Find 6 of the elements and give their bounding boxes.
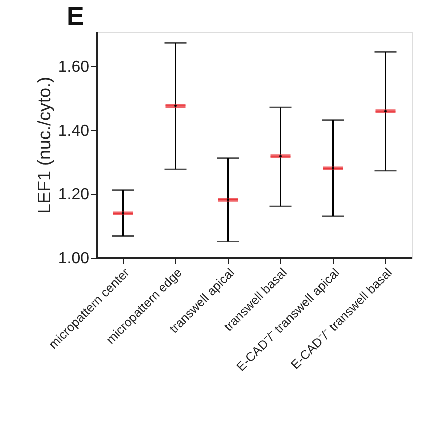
y-axis-title: LEF1 (nuc./cyto.) bbox=[34, 76, 54, 214]
y-tick-label: 1.40 bbox=[58, 122, 90, 140]
y-tick-label: 1.00 bbox=[58, 250, 90, 268]
chart-title: E bbox=[67, 1, 84, 31]
y-tick-label: 1.20 bbox=[58, 186, 90, 204]
y-tick-label: 1.60 bbox=[58, 58, 90, 76]
